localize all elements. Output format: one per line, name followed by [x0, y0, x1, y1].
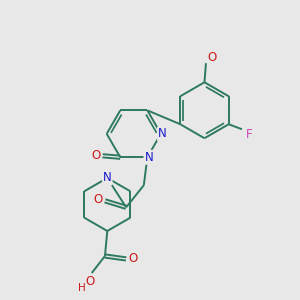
Text: H: H — [77, 284, 85, 293]
Text: O: O — [85, 275, 95, 288]
Text: N: N — [103, 172, 112, 184]
Text: N: N — [158, 127, 167, 140]
Text: O: O — [92, 149, 101, 162]
Text: O: O — [129, 252, 138, 266]
Text: F: F — [246, 128, 253, 141]
Text: N: N — [144, 151, 153, 164]
Text: O: O — [208, 51, 217, 64]
Text: O: O — [94, 193, 103, 206]
